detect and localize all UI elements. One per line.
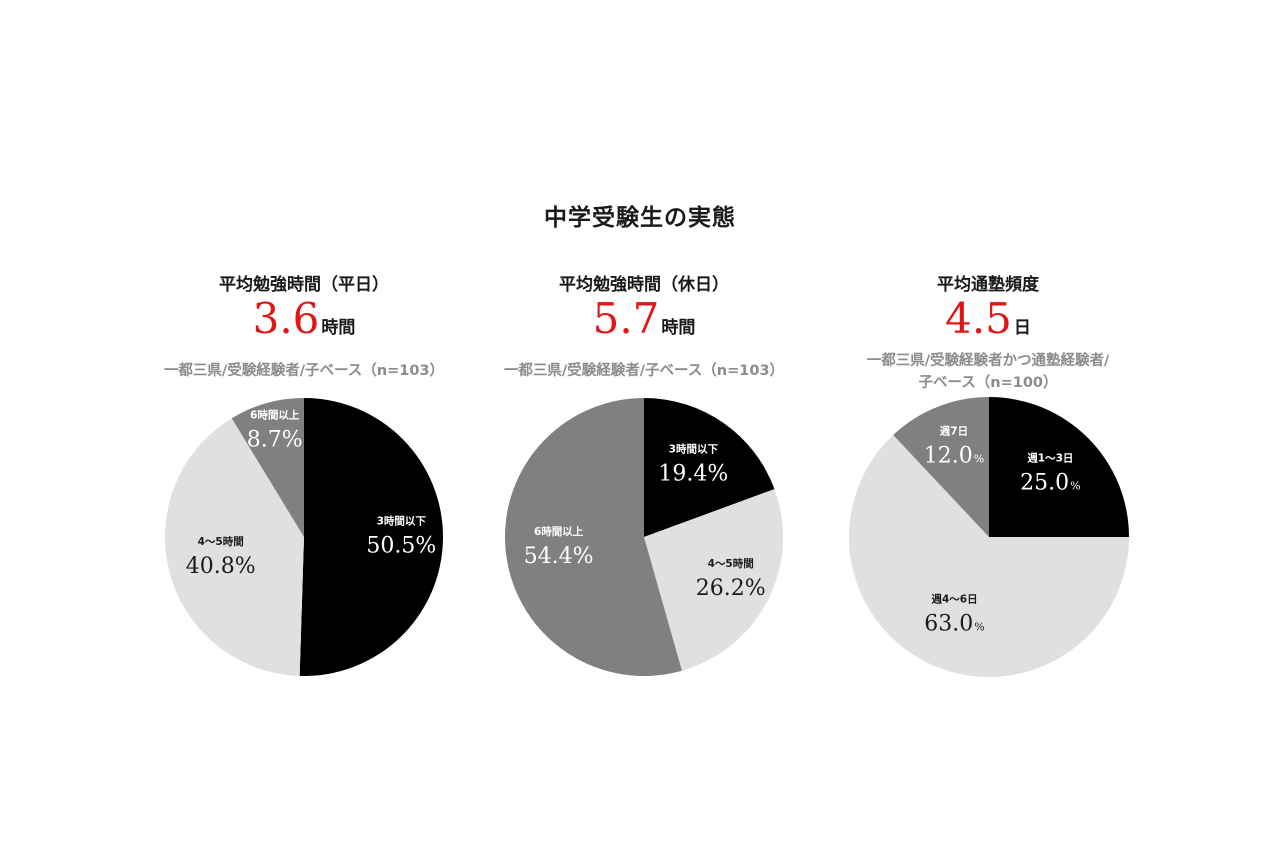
chart-title: 平均通塾頻度 bbox=[937, 275, 1039, 295]
chart-panel-weekday: 平均勉強時間（平日） 3.6 時間 一都三県/受験経験者/子ベース（n=103） bbox=[124, 0, 484, 853]
average-value: 5.7 時間 bbox=[464, 298, 824, 340]
slice-value: 40.8% bbox=[186, 554, 256, 579]
slice-label: 3時間以下 bbox=[669, 442, 719, 455]
sample-note: 一都三県/受験経験者/子ベース（n=103） bbox=[163, 363, 445, 379]
slice-value-unit: % bbox=[974, 452, 984, 465]
chart-title: 平均勉強時間（平日） bbox=[219, 275, 389, 295]
pie-chart-1: 3時間以下 19.4% 4〜5時間 26.2% 6時間以上 54.4% bbox=[505, 398, 784, 676]
slice-value: 26.2% bbox=[696, 576, 766, 601]
chart-panel-holiday: 平均勉強時間（休日） 5.7 時間 一都三県/受験経験者/子ベース（n=103） bbox=[464, 0, 824, 853]
slice-label: 週7日 bbox=[940, 425, 968, 437]
average-unit: 時間 bbox=[661, 318, 696, 338]
slice-label: 週4〜6日 bbox=[931, 594, 977, 606]
pie-slice bbox=[644, 489, 784, 671]
slice-value: 8.7% bbox=[247, 428, 303, 453]
slice-label: 4〜5時間 bbox=[198, 535, 244, 548]
pie-slice bbox=[505, 398, 682, 676]
sample-note-line: 一都三県/受験経験者かつ通塾経験者/ bbox=[866, 353, 1110, 369]
slice-value-unit: % bbox=[974, 621, 984, 634]
pie-chart-0: 3時間以下 50.5% 4〜5時間 40.8% 6時間以上 8.7% bbox=[165, 398, 444, 676]
average-number: 5.7 bbox=[592, 294, 660, 343]
pie-slice bbox=[849, 434, 1129, 677]
slice-label: 3時間以下 bbox=[377, 515, 427, 528]
average-unit: 時間 bbox=[321, 318, 356, 338]
pie-slice bbox=[893, 397, 989, 537]
average-value: 4.5 日 bbox=[808, 298, 1168, 340]
sample-note: 一都三県/受験経験者かつ通塾経験者/ 子ベース（n=100） bbox=[808, 350, 1168, 394]
main-title: 中学受験生の実態 bbox=[544, 205, 736, 231]
sample-note-line: 子ベース（n=100） bbox=[918, 375, 1058, 391]
pie-slice bbox=[231, 398, 304, 537]
slice-label: 6時間以上 bbox=[534, 525, 584, 538]
pie-slice bbox=[165, 418, 304, 676]
chart-panel-cram-frequency: 平均通塾頻度 4.5 日 一都三県/受験経験者かつ通塾経験者/ 子ベース（n=10… bbox=[808, 0, 1168, 853]
average-number: 3.6 bbox=[252, 294, 320, 343]
slice-value: 19.4% bbox=[658, 461, 728, 486]
pie-slice bbox=[644, 398, 775, 537]
pie-slice bbox=[989, 397, 1129, 537]
slice-value-unit: % bbox=[1070, 480, 1080, 493]
slice-label: 4〜5時間 bbox=[708, 557, 754, 570]
average-number: 4.5 bbox=[945, 294, 1012, 343]
slice-value: 50.5% bbox=[366, 534, 436, 559]
sample-note: 一都三県/受験経験者/子ベース（n=103） bbox=[503, 363, 785, 379]
average-value: 3.6 時間 bbox=[124, 298, 484, 340]
average-unit: 日 bbox=[1013, 318, 1031, 338]
slice-label: 週1〜3日 bbox=[1027, 453, 1073, 465]
slice-value: 54.4% bbox=[524, 544, 594, 569]
slice-label: 6時間以上 bbox=[250, 409, 300, 422]
chart-title: 平均勉強時間（休日） bbox=[559, 275, 729, 295]
pie-slice bbox=[299, 398, 444, 676]
